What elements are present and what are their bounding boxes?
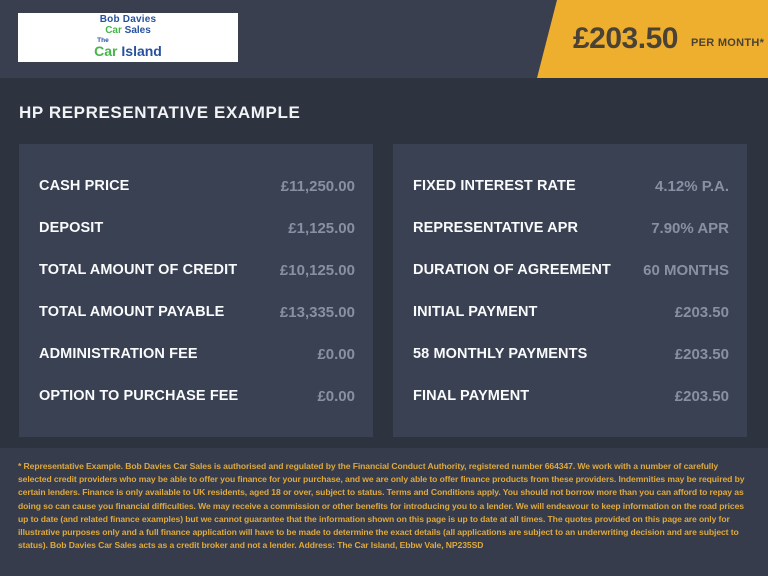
table-row: FINAL PAYMENT £203.50 — [413, 375, 729, 417]
page-title: HP REPRESENTATIVE EXAMPLE — [19, 103, 301, 122]
monthly-price-period: PER MONTH* — [690, 37, 765, 49]
table-row: ADMINISTRATION FEE £0.00 — [39, 333, 355, 375]
header-bar: Bob Davies Car Sales The Car Island £203… — [0, 0, 768, 78]
dealer-logo[interactable]: Bob Davies Car Sales The Car Island — [18, 13, 238, 62]
table-row: INITIAL PAYMENT £203.50 — [413, 291, 729, 333]
table-row: 58 MONTHLY PAYMENTS £203.50 — [413, 333, 729, 375]
table-row: FIXED INTEREST RATE 4.12% P.A. — [413, 165, 729, 207]
row-label: CASH PRICE — [39, 178, 130, 194]
row-label: OPTION TO PURCHASE FEE — [39, 388, 239, 404]
row-value: £11,250.00 — [280, 177, 355, 195]
row-label: ADMINISTRATION FEE — [39, 346, 198, 362]
row-label: DEPOSIT — [39, 220, 104, 236]
logo-line-car-sales: Car Sales — [105, 24, 151, 36]
finance-panels: CASH PRICE £11,250.00 DEPOSIT £1,125.00 … — [19, 144, 749, 437]
logo-line-bob-davies: Bob Davies — [99, 13, 157, 25]
row-label: TOTAL AMOUNT PAYABLE — [39, 304, 225, 320]
row-label: REPRESENTATIVE APR — [413, 220, 579, 236]
row-label: INITIAL PAYMENT — [413, 304, 538, 320]
row-value: £10,125.00 — [279, 261, 355, 279]
row-label: 58 MONTHLY PAYMENTS — [413, 346, 588, 362]
table-row: TOTAL AMOUNT PAYABLE £13,335.00 — [39, 291, 355, 333]
monthly-price-badge: £203.50 PER MONTH* — [537, 0, 768, 78]
disclaimer-footer: * Representative Example. Bob Davies Car… — [0, 448, 768, 576]
row-value: £203.50 — [674, 345, 729, 363]
table-row: TOTAL AMOUNT OF CREDIT £10,125.00 — [39, 249, 355, 291]
logo-line-the-car-island: The Car Island — [94, 36, 162, 60]
row-value: 60 MONTHS — [643, 261, 729, 279]
row-label: FINAL PAYMENT — [413, 388, 530, 404]
row-label: TOTAL AMOUNT OF CREDIT — [39, 262, 238, 278]
finance-example-section: HP REPRESENTATIVE EXAMPLE CASH PRICE £11… — [0, 78, 768, 437]
representative-example-disclaimer: * Representative Example. Bob Davies Car… — [18, 461, 745, 551]
monthly-price: £203.50 — [573, 22, 678, 55]
finance-panel-left: CASH PRICE £11,250.00 DEPOSIT £1,125.00 … — [19, 144, 373, 437]
table-row: CASH PRICE £11,250.00 — [39, 165, 355, 207]
table-row: DEPOSIT £1,125.00 — [39, 207, 355, 249]
row-label: FIXED INTEREST RATE — [413, 178, 576, 194]
row-value: £0.00 — [317, 387, 355, 405]
row-value: £203.50 — [674, 387, 729, 405]
row-value: £203.50 — [674, 303, 729, 321]
row-value: 4.12% P.A. — [655, 177, 729, 195]
finance-panel-right: FIXED INTEREST RATE 4.12% P.A. REPRESENT… — [393, 144, 747, 437]
table-row: DURATION OF AGREEMENT 60 MONTHS — [413, 249, 729, 291]
row-value: 7.90% APR — [651, 219, 729, 237]
row-value: £13,335.00 — [279, 303, 355, 321]
row-value: £1,125.00 — [288, 219, 355, 237]
table-row: REPRESENTATIVE APR 7.90% APR — [413, 207, 729, 249]
dealer-logo-text: Bob Davies Car Sales The Car Island — [94, 13, 162, 61]
row-value: £0.00 — [317, 345, 355, 363]
row-label: DURATION OF AGREEMENT — [413, 262, 611, 278]
table-row: OPTION TO PURCHASE FEE £0.00 — [39, 375, 355, 417]
